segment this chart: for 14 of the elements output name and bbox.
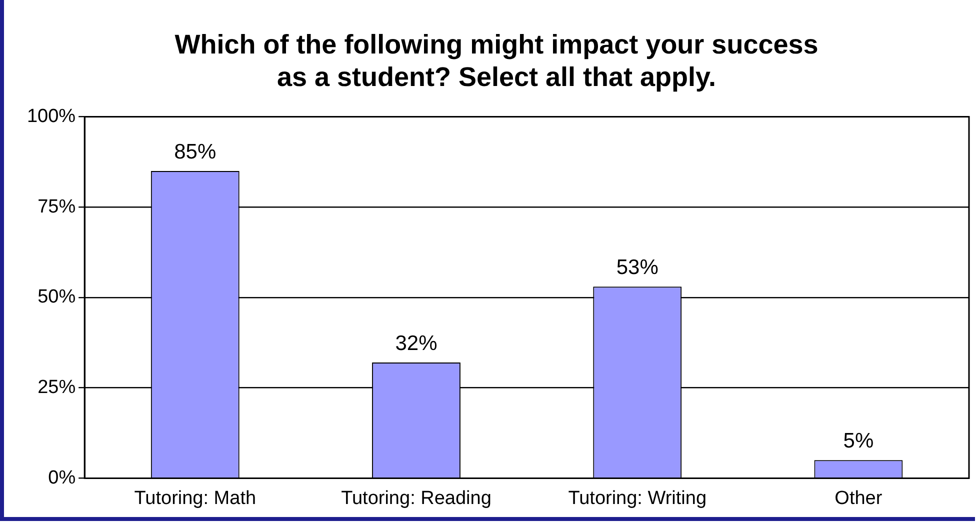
x-tick-label: Other — [834, 488, 883, 509]
data-label: 32% — [395, 332, 438, 355]
data-label: 85% — [174, 140, 216, 164]
x-tick-label: Tutoring: Reading — [341, 488, 492, 509]
y-tick-label: 0% — [48, 467, 76, 488]
data-label: 53% — [616, 256, 658, 279]
data-label: 5% — [843, 429, 874, 452]
y-tick-label: 25% — [38, 377, 76, 398]
x-tick-label: Tutoring: Math — [134, 488, 256, 509]
y-tick-label: 100% — [26, 106, 76, 128]
y-tick-label: 50% — [38, 286, 76, 308]
x-tick-label: Tutoring: Writing — [568, 488, 707, 509]
chart-title: Which of the following might impact your success as a student? Select all that apply. — [174, 30, 818, 92]
y-tick-label: 75% — [38, 196, 76, 218]
